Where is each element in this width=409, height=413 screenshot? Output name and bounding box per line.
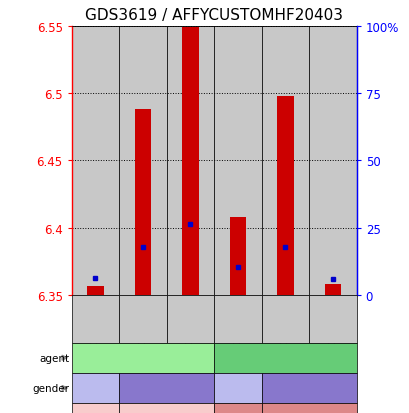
- Text: GSM467888: GSM467888: [91, 294, 100, 344]
- Bar: [213, 27, 261, 295]
- Text: female: female: [77, 383, 113, 393]
- Text: gender: gender: [33, 383, 70, 393]
- Text: untreated: untreated: [117, 353, 168, 363]
- Text: agent: agent: [40, 353, 70, 363]
- Bar: [261, 27, 308, 295]
- Bar: [276, 97, 293, 295]
- Bar: [72, 27, 119, 295]
- Text: GSM467890: GSM467890: [233, 294, 242, 344]
- Bar: [229, 218, 246, 295]
- Bar: [182, 28, 198, 295]
- Text: GSM467891: GSM467891: [280, 294, 289, 344]
- Text: GSM467892: GSM467892: [186, 294, 195, 344]
- Text: male: male: [296, 383, 321, 393]
- Text: male: male: [153, 383, 179, 393]
- Bar: [324, 285, 340, 295]
- Text: GSM467893: GSM467893: [328, 294, 337, 344]
- Bar: [166, 27, 213, 295]
- Text: probucol: probucol: [262, 353, 308, 363]
- Bar: [308, 27, 356, 295]
- Bar: [119, 27, 166, 295]
- Bar: [134, 110, 151, 295]
- Title: GDS3619 / AFFYCUSTOMHF20403: GDS3619 / AFFYCUSTOMHF20403: [85, 8, 342, 23]
- Text: female: female: [220, 383, 255, 393]
- Text: GSM467889: GSM467889: [138, 294, 147, 344]
- Bar: [87, 286, 103, 295]
